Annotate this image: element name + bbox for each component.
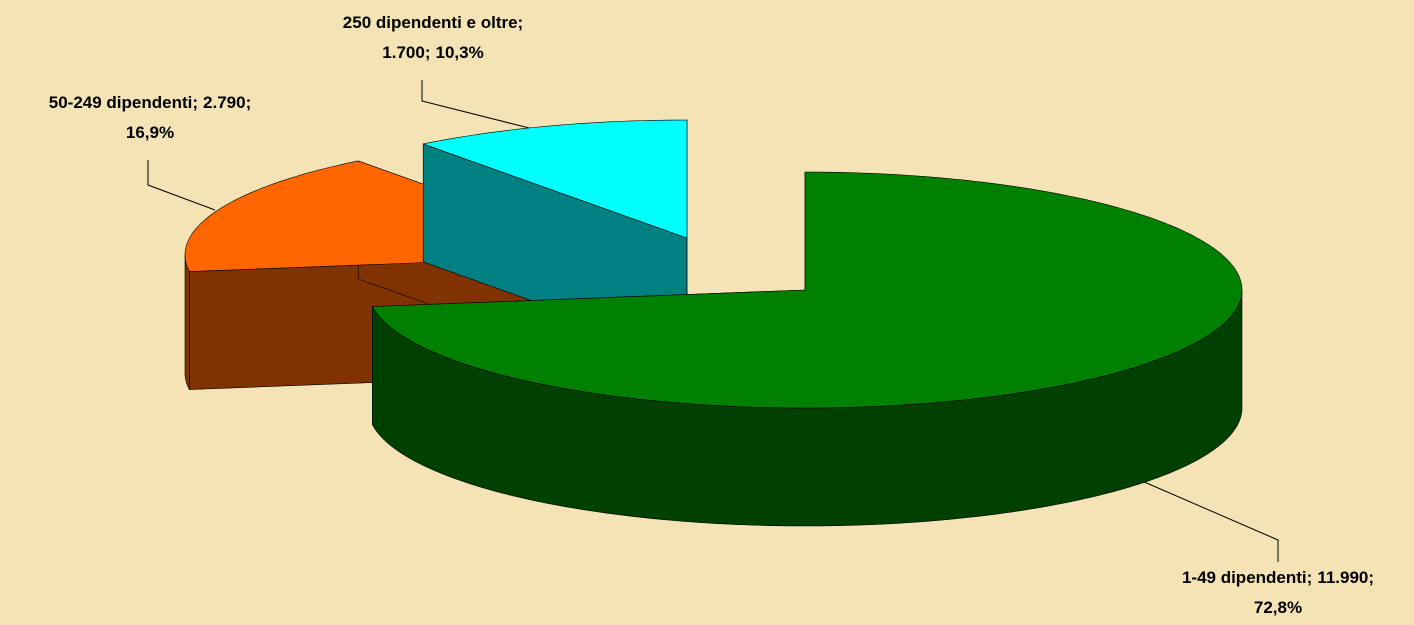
label-part: 50-249 dipendenti xyxy=(49,93,193,112)
label-part: 1-49 dipendenti xyxy=(1182,568,1307,587)
label-part: 1.700 xyxy=(382,43,425,62)
label-part: 2.790 xyxy=(203,93,246,112)
label-part: 11.990 xyxy=(1317,568,1368,587)
label-part: 250 dipendenti e oltre xyxy=(343,13,518,32)
label-part: 10,3% xyxy=(436,43,484,62)
label-separator: ; xyxy=(192,93,198,112)
data-label: 250 dipendenti e oltre; 1.700; 10,3% xyxy=(343,13,523,62)
data-label: 1-49 dipendenti; 11.990; 72,8% xyxy=(1182,568,1374,617)
label-separator: ; xyxy=(518,13,524,32)
data-label: 50-249 dipendenti; 2.790; 16,9% xyxy=(49,93,252,142)
label-part: 16,9% xyxy=(126,123,174,142)
label-separator: ; xyxy=(246,93,252,112)
slice-top xyxy=(371,171,1243,409)
leader-line xyxy=(147,160,216,211)
label-separator: ; xyxy=(1368,568,1374,587)
slice-top xyxy=(422,119,688,239)
leader-line xyxy=(1134,477,1279,562)
label-part: 72,8% xyxy=(1254,598,1302,617)
slice-wall xyxy=(184,254,190,390)
slice xyxy=(371,171,1243,527)
leader-line xyxy=(421,80,546,133)
label-separator: ; xyxy=(1307,568,1313,587)
label-separator: ; xyxy=(425,43,431,62)
